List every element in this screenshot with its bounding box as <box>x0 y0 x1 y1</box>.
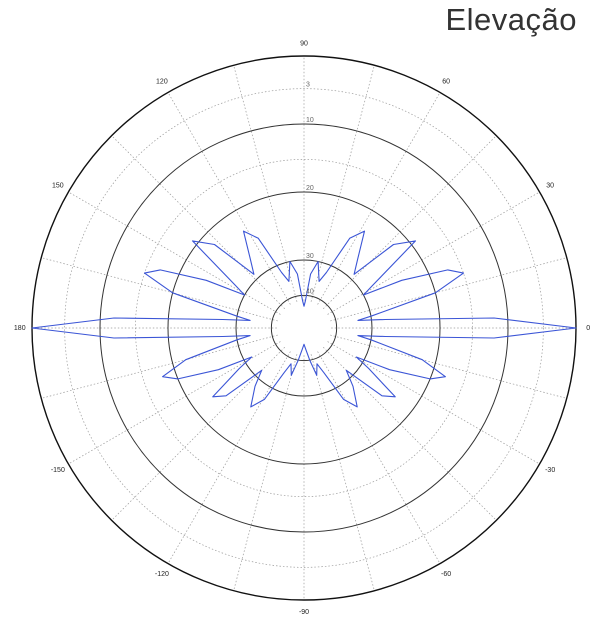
spoke-line <box>322 135 497 310</box>
spoke-line <box>310 354 375 591</box>
spoke-line <box>317 92 441 305</box>
angle-tick-label: 30 <box>546 183 554 190</box>
spoke-line <box>167 351 291 564</box>
angle-tick-label: -120 <box>155 571 169 578</box>
angle-tick-label: 90 <box>300 41 308 48</box>
ring <box>235 259 373 397</box>
angle-tick-label: -150 <box>51 467 65 474</box>
chart-title: Elevação <box>445 2 577 37</box>
series-layer <box>31 230 577 408</box>
series-line <box>31 230 577 408</box>
ring <box>167 191 441 465</box>
spoke-line <box>322 346 497 521</box>
spoke-line <box>167 92 291 305</box>
spoke-line <box>310 65 375 302</box>
spoke-line <box>233 354 298 591</box>
angle-tick-label: 60 <box>442 79 450 86</box>
spoke-line <box>41 334 278 399</box>
spoke-line <box>111 346 286 521</box>
ring-dotted <box>135 159 473 497</box>
radial-tick-label: 30 <box>306 253 314 260</box>
radial-tick-label: 20 <box>306 185 314 192</box>
angle-tick-label: 180 <box>14 325 26 332</box>
radial-tick-label: 3 <box>306 82 310 89</box>
spoke-line <box>327 191 540 315</box>
polar-grid <box>31 55 577 601</box>
spoke-line <box>111 135 286 310</box>
angle-tick-label: 0 <box>586 325 590 332</box>
spoke-line <box>330 257 567 322</box>
angle-tick-label: -60 <box>441 571 451 578</box>
ring <box>270 294 338 362</box>
angle-tick-label: -30 <box>545 467 555 474</box>
spoke-line <box>330 334 567 399</box>
spoke-line <box>317 351 441 564</box>
ring <box>99 123 509 533</box>
ring-dotted <box>64 88 544 568</box>
axis-labels: 0 30 60 90 120 150 180 -150 -120 -90 -60 -30 40 30 20 1… <box>14 41 590 616</box>
spoke-line <box>327 341 540 465</box>
radial-tick-label: 40 <box>306 288 314 295</box>
angle-tick-label: -90 <box>299 609 309 616</box>
spoke-line <box>68 191 281 315</box>
radial-tick-label: 10 <box>306 117 314 124</box>
angle-tick-label: 120 <box>156 79 168 86</box>
spoke-line <box>233 65 298 302</box>
spoke-line <box>41 257 278 322</box>
angle-tick-label: 150 <box>52 183 64 190</box>
spoke-line <box>68 341 281 465</box>
